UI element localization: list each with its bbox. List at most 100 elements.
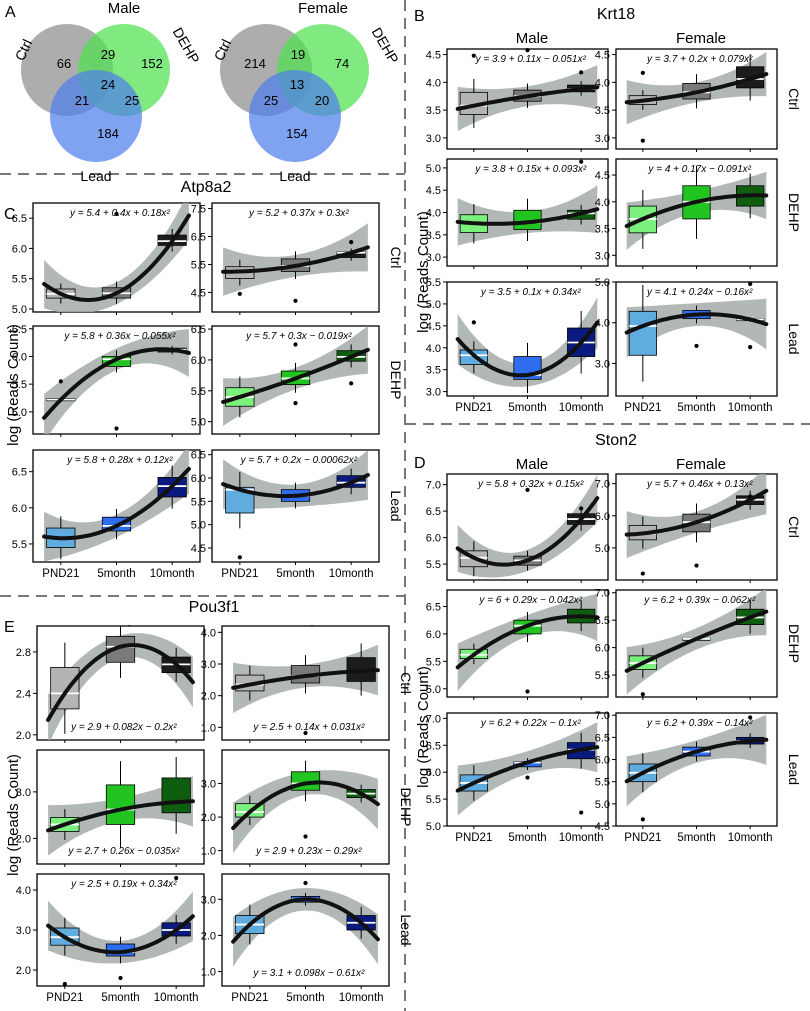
x-tick-label: 5month (101, 992, 139, 1004)
fit-equation: y = 5.8 + 0.36x − 0.055x² (63, 331, 176, 342)
x-tick-label: PND21 (455, 402, 492, 414)
fit-equation: y = 5.4 + 0.4x + 0.18x² (69, 208, 170, 219)
panel-pou3f1-male-dehp: y = 2.7 + 0.26x − 0.035x² 2.0 3.0 (16, 749, 205, 867)
y-axis-label-e: log (Reads Count) (5, 754, 22, 876)
panel-atp8a2-male-dehp: y = 5.8 + 0.36x − 0.055x² 5.0 5.5 6.0 6.5 (12, 324, 201, 437)
x-tick-label: 10month (559, 402, 604, 414)
fit-equation: y = 5.7 + 0.3x − 0.019x² (245, 331, 352, 342)
venn-count-dehp-lead: 25 (125, 93, 139, 108)
fit-equation: y = 3.5 + 0.1x + 0.34x² (480, 287, 581, 298)
venn-count-dehp-lead: 20 (315, 93, 329, 108)
y-tick-label: 3.0 (426, 252, 441, 264)
y-tick-label: 4.5 (191, 543, 206, 555)
y-tick-label: 4.0 (16, 885, 31, 897)
y-tick-label: 5.0 (426, 163, 441, 175)
x-tick-label: 5month (508, 832, 546, 844)
y-tick-label: 7.0 (426, 480, 441, 492)
y-tick-label: 4.0 (426, 208, 441, 220)
venn-count-ctrl-lead: 25 (264, 93, 278, 108)
fit-equation: y = 3.7 + 0.2x + 0.079x² (646, 54, 753, 65)
y-tick-label: 5.0 (426, 821, 441, 833)
outlier-point (694, 343, 699, 349)
outlier-point (640, 138, 645, 143)
outlier-point (293, 342, 298, 347)
fit-equation: y = 2.5 + 0.14x + 0.031x² (252, 722, 365, 733)
fit-equation: y = 2.9 + 0.082x − 0.2x² (70, 722, 177, 733)
gene-title-pou3f1: Pou3f1 (189, 599, 240, 616)
y-tick-label: 5.0 (426, 684, 441, 696)
box-body (50, 667, 80, 710)
y-tick-label: 7.0 (595, 588, 610, 600)
treatment-strip-label: Lead (786, 323, 802, 354)
y-tick-label: 4.5 (426, 50, 441, 62)
x-tick-label: 10month (339, 992, 384, 1004)
trend-line (624, 193, 769, 229)
venn-set-label-lead: Lead (279, 168, 310, 184)
gene-title-krt18: Krt18 (597, 6, 635, 23)
y-tick-label: 2.0 (16, 833, 31, 845)
y-tick-label: 6.5 (191, 324, 206, 336)
panel-atp8a2-male-lead: y = 5.8 + 0.28x + 0.12x² 5.5 6.0 6.5 PND21 5m… (12, 449, 201, 580)
fit-equation: y = 4 + 0.17x − 0.091x² (647, 164, 751, 175)
y-tick-label: 7.0 (595, 710, 610, 722)
confidence-band (626, 298, 767, 358)
y-tick-label: 5.0 (12, 304, 27, 316)
y-tick-label: 4.5 (595, 821, 610, 833)
trend-line (624, 312, 769, 335)
y-axis-label-d: log (Reads Count) (415, 666, 432, 788)
outlier-point (303, 880, 308, 886)
venn-count-all: 13 (290, 77, 304, 92)
y-tick-label: 5.5 (12, 379, 27, 391)
confidence-band (44, 450, 189, 562)
gene-title-ston2: Ston2 (595, 432, 637, 449)
confidence-band (48, 633, 193, 740)
y-tick-label: 7.5 (191, 204, 206, 216)
y-tick-label: 5.5 (191, 496, 206, 508)
outlier-point (640, 70, 645, 75)
y-tick-label: 5.0 (191, 520, 206, 532)
confidence-band (457, 474, 598, 578)
outlier-point (349, 381, 354, 386)
col-header-female-d: Female (676, 456, 726, 473)
venn-circle-lead (249, 70, 341, 162)
y-tick-label: 3.0 (595, 358, 610, 370)
y-axis-label-c: log (Reads Count) (5, 324, 22, 446)
y-tick-label: 2.0 (16, 965, 31, 977)
y-tick-label: 2.0 (201, 930, 216, 942)
y-tick-label: 6.0 (191, 355, 206, 367)
venn-set-label-dehp: DEHP (170, 25, 203, 67)
x-tick-label: 10month (154, 992, 199, 1004)
outlier-point (174, 875, 179, 881)
panel-atp8a2-female-ctrl: y = 5.2 + 0.37x + 0.3x² 4.5 5.5 6.5 7.5 Ctrl (191, 202, 404, 315)
panel-atp8a2-female-lead: y = 5.7 + 0.2x − 0.00062x² 4.5 5.0 5.5 6.0 6.… (191, 449, 404, 580)
trend-line (624, 609, 769, 673)
venn-count-all: 24 (101, 77, 115, 92)
y-tick-label: 3.0 (595, 250, 610, 262)
y-tick-label: 6.0 (191, 473, 206, 485)
y-tick-label: 6.0 (426, 629, 441, 641)
panel-ston2-male-lead: y = 6.2 + 0.22x − 0.1x² 5.0 5.5 6.0 6.5 7.0 PN… (426, 712, 609, 844)
venn-circle-lead (50, 70, 142, 162)
outlier-point (118, 975, 123, 981)
y-tick-label: 5.5 (12, 539, 27, 551)
venn-count-dehp-only: 74 (335, 56, 349, 71)
y-tick-label: 5.0 (595, 543, 610, 555)
x-tick-label: 10month (728, 402, 773, 414)
trend-line (46, 914, 195, 955)
fit-equation: y = 3.9 + 0.11x − 0.051x² (475, 54, 587, 65)
y-tick-label: 6.0 (426, 533, 441, 545)
y-tick-label: 5.0 (595, 799, 610, 811)
outlier-point (525, 775, 530, 780)
panel-krt18-male-lead: y = 3.5 + 0.1x + 0.34x² 3.0 3.5 4.0 4.5 5.0 5.… (426, 277, 609, 414)
venn-count-lead-only: 184 (97, 126, 119, 141)
y-tick-label: 3.5 (426, 230, 441, 242)
venn-count-ctrl-only: 214 (244, 56, 266, 71)
x-tick-label: 5month (508, 402, 546, 414)
outlier-point (579, 70, 584, 75)
panel-letter-d: D (414, 455, 426, 472)
panel-krt18-male-dehp: y = 3.8 + 0.15x + 0.093x² 3.0 3.5 4.0 4.5 5.0 (426, 158, 609, 269)
y-tick-label: 6.0 (426, 767, 441, 779)
venn-count-ctrl-lead: 21 (75, 93, 89, 108)
panel-krt18-female-dehp: y = 4 + 0.17x − 0.091x² 3.0 3.5 4.0 4.5 DEHP (595, 158, 802, 269)
